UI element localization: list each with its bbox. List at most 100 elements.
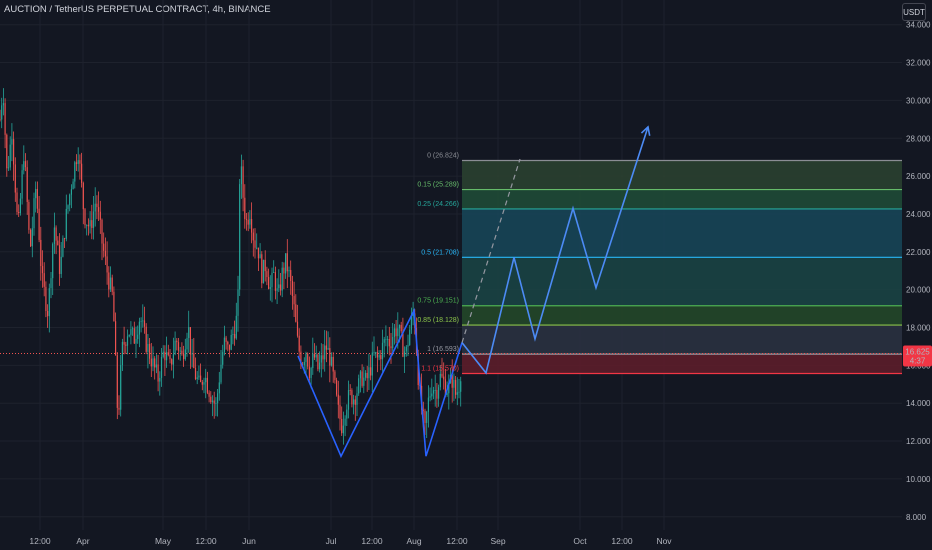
candle-body [104,250,106,257]
time-axis: 12:00 Apr May 12:00 Jun Jul 12:00 Aug 12:00 Sep Oc… [29,536,672,546]
candle-body [94,203,96,212]
candle-body [410,315,412,330]
candle-body [244,197,246,219]
candle-body [278,284,280,289]
candle-body [132,328,134,330]
candle-body [2,103,4,106]
candle-body [308,366,310,378]
y-tick-label: 30.000 [906,96,931,105]
candle-body [183,354,185,360]
fib-label: 0 (26.824) [427,153,459,160]
x-tick-label: 12:00 [195,536,217,546]
candle-body [138,321,140,335]
price-badge: 16.625 4:37 [903,345,932,367]
candle-body [47,311,49,317]
candle-body [240,166,242,185]
candle-body [422,409,424,411]
candle-body [142,320,144,322]
candles [0,88,462,445]
candle-body [193,353,195,368]
candle-body [92,211,95,228]
candle-body [35,188,37,199]
candle-body [366,372,368,379]
candle-body [81,163,83,183]
candle-body [43,273,45,287]
candle-body [400,324,402,332]
x-tick-label: Aug [406,536,421,546]
candle-body [274,272,276,291]
y-tick-label: 12.000 [906,437,931,446]
fib-label: 0.85 (18.128) [417,317,459,324]
candle-body [82,182,84,210]
candle-body [259,254,261,259]
candle-body [279,284,282,291]
candle-body [290,270,292,281]
candle-body [261,254,263,284]
candle-body [7,167,10,169]
candle-body [393,328,395,337]
candle-body [427,397,429,412]
candle-body [137,334,139,340]
candle-body [213,400,215,404]
candle-body [424,410,426,423]
candle-body [395,328,397,337]
candle-body [296,321,299,336]
candle-body [269,287,271,289]
candle-body [349,390,351,391]
candle-body [356,393,358,405]
candle-body [324,345,326,360]
candle-body [40,239,42,267]
candle-body [147,343,149,352]
candle-body [217,393,219,404]
fib-zone [462,305,902,326]
candle-body [108,272,110,290]
candle-body [373,352,375,354]
currency-button[interactable]: USDT [902,3,926,21]
candle-body [371,352,373,376]
fib-label: 0.25 (24.266) [417,201,459,208]
candle-body [295,304,297,322]
candle-body [330,356,333,366]
x-tick-label: 12:00 [446,536,468,546]
candle-body [220,364,222,383]
fib-zone [462,208,902,258]
candle-body [118,407,120,410]
candle-body [19,198,21,214]
candle-body [176,340,178,343]
fib-zone [462,325,902,355]
candle-body [99,211,101,220]
candle-body [109,277,112,290]
candle-body [103,243,105,251]
candle-body [218,382,220,394]
candle-body [456,392,458,395]
candle-body [409,329,411,346]
candle-body [52,243,54,279]
candle-body [439,373,441,388]
candle-body [317,354,319,370]
fib-label: 0.15 (25.289) [417,182,459,189]
candle-body [286,253,288,272]
candle-body [313,353,316,358]
candle-body [181,350,183,355]
candle-body [206,377,208,393]
candle-body [211,400,214,403]
candle-body [31,228,33,247]
x-tick-label: 12:00 [611,536,633,546]
fibonacci-labels: 0 (26.824) 0.15 (25.289) 0.25 (24.266) 0.5 … [417,153,459,373]
candle-body [87,224,89,227]
candle-body [13,139,15,165]
candle-body [75,162,78,164]
candle-body [381,342,384,360]
candle-body [210,396,212,403]
candle-body [312,353,314,369]
candle-body [402,331,404,357]
candle-body [252,232,254,241]
candle-body [436,390,438,399]
candle-body [341,418,343,434]
candle-body [438,387,440,399]
candle-body [222,351,224,365]
candle-body [126,336,129,346]
x-tick-label: 12:00 [361,536,383,546]
grid-lines [0,0,902,530]
